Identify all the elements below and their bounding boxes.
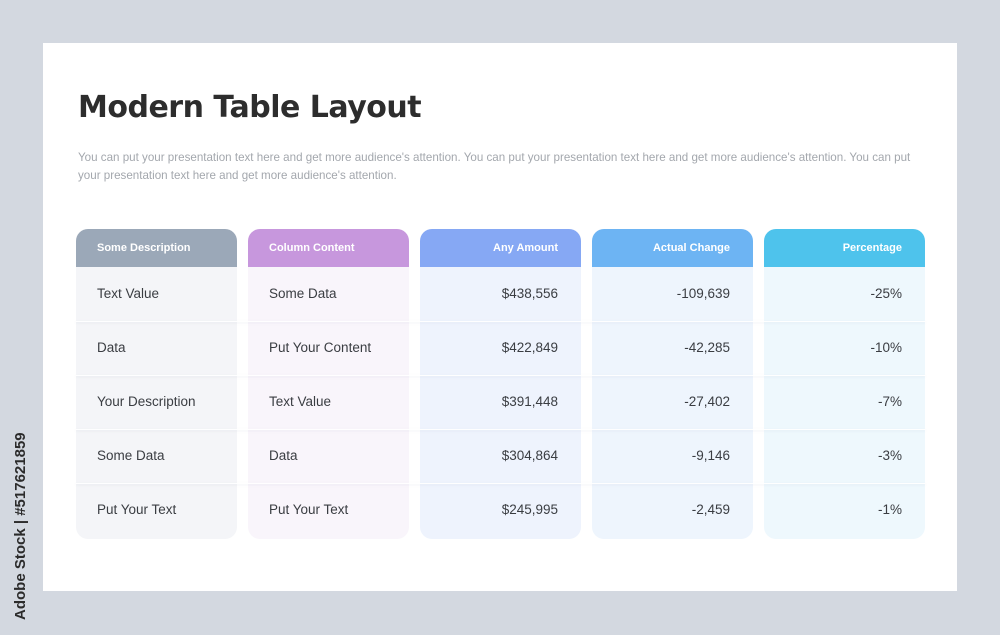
table-cell: -1% [877, 502, 902, 517]
column-header: Actual Change [592, 229, 753, 267]
row-divider [76, 375, 925, 376]
table-cell: -9,146 [691, 448, 730, 463]
table-cell: -109,639 [676, 286, 730, 301]
table-cell: Data [269, 448, 298, 463]
table-column-change: Actual Change -109,639 -42,285 -27,402 -… [592, 229, 753, 539]
table-cell: $304,864 [501, 448, 558, 463]
table-cell: -2,459 [691, 502, 730, 517]
table-cell: -42,285 [684, 340, 730, 355]
table-column-content: Column Content Some Data Put Your Conten… [248, 229, 409, 539]
table-cell: -10% [870, 340, 902, 355]
table-cell: $438,556 [501, 286, 558, 301]
stock-credit-text: Adobe Stock | #517621859 [12, 432, 29, 620]
row-divider [76, 429, 925, 430]
data-table: Some Description Text Value Data Your De… [76, 229, 925, 539]
slide-card: Modern Table Layout You can put your pre… [43, 43, 957, 591]
table-cell: -25% [870, 286, 902, 301]
table-cell: Put Your Content [269, 340, 372, 355]
table-cell: -27,402 [684, 394, 730, 409]
table-column-description: Some Description Text Value Data Your De… [76, 229, 237, 539]
table-column-percentage: Percentage -25% -10% -7% -3% -1% [764, 229, 925, 539]
table-cell: Some Data [269, 286, 337, 301]
column-header: Some Description [76, 229, 237, 267]
table-cell: Put Your Text [97, 502, 177, 517]
page-title: Modern Table Layout [78, 90, 422, 125]
table-cell: Some Data [97, 448, 165, 463]
column-header: Percentage [764, 229, 925, 267]
row-divider [76, 483, 925, 484]
row-divider [76, 321, 925, 322]
table-cell: Put Your Text [269, 502, 349, 517]
table-column-amount: Any Amount $438,556 $422,849 $391,448 $3… [420, 229, 581, 539]
column-header: Any Amount [420, 229, 581, 267]
table-cell: $391,448 [501, 394, 558, 409]
table-cell: Text Value [269, 394, 332, 409]
table-cell: -7% [877, 394, 902, 409]
table-cell: $245,995 [501, 502, 558, 517]
description-text: You can put your presentation text here … [78, 151, 911, 182]
table-cell: $422,849 [501, 340, 558, 355]
table-cell: Your Description [97, 394, 196, 409]
column-header: Column Content [248, 229, 409, 267]
table-cell: Text Value [97, 286, 160, 301]
stock-credit-label: Adobe Stock | #517621859 [8, 400, 34, 620]
table-cell: -3% [877, 448, 902, 463]
table-cell: Data [97, 340, 126, 355]
